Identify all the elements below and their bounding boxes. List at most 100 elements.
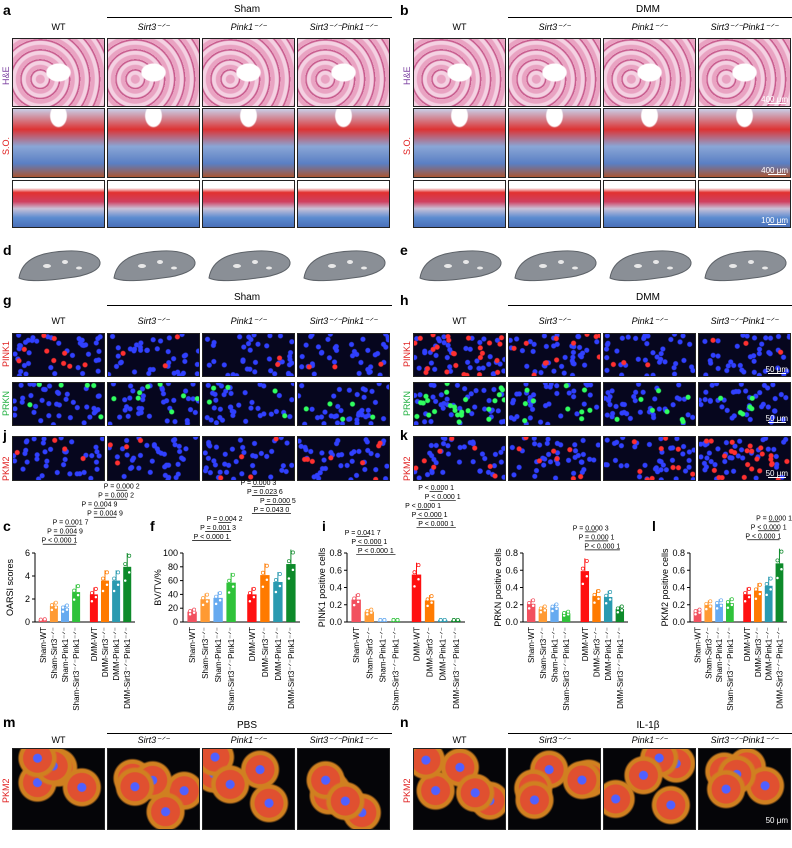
x-tick-label: Sham-WT: [188, 627, 197, 663]
x-tick-label: DMM-Sirt3⁻ᐟ⁻Pink1⁻ᐟ⁻: [616, 627, 625, 709]
y-tick-label: 60: [168, 576, 178, 586]
p-value-label: P < 0.000 1: [358, 548, 394, 555]
x-tick-label: Sham-Pink1⁻ᐟ⁻: [61, 627, 70, 682]
x-tick-label: DMM-WT: [248, 627, 257, 661]
data-point: [278, 584, 281, 587]
x-tick-label: DMM-WT: [90, 627, 99, 661]
data-point: [232, 573, 235, 576]
p-value-label: P = 0.004 2: [207, 516, 243, 523]
data-point: [54, 606, 57, 609]
data-point: [694, 613, 697, 616]
bar: [260, 575, 269, 622]
data-point: [94, 596, 97, 599]
data-point: [744, 600, 747, 603]
data-point: [726, 606, 729, 609]
x-tick-label: Sham-Sirt3⁻ᐟ⁻: [201, 627, 210, 679]
data-point: [383, 618, 386, 621]
data-point: [265, 564, 268, 567]
data-point: [758, 583, 761, 586]
data-point: [215, 602, 218, 605]
data-point: [90, 600, 93, 603]
data-point: [248, 591, 251, 594]
data-point: [128, 571, 131, 574]
data-point: [620, 605, 623, 608]
data-point: [287, 577, 290, 580]
p-value-label: P < 0.000 1: [745, 533, 781, 540]
data-point: [730, 598, 733, 601]
y-tick-label: 0: [173, 617, 178, 627]
data-point: [581, 582, 584, 585]
data-point: [705, 602, 708, 605]
y-tick-label: 0.6: [329, 565, 342, 575]
data-point: [265, 578, 268, 581]
data-point: [50, 608, 53, 611]
p-value-label: P = 0.000 1: [756, 515, 792, 522]
data-point: [730, 603, 733, 606]
p-value-label: P = 0.000 1: [579, 534, 615, 541]
data-point: [228, 591, 231, 594]
data-point: [417, 563, 420, 566]
x-tick-label: Sham-Pink1⁻ᐟ⁻: [214, 627, 223, 682]
y-tick-label: 0.6: [672, 565, 685, 575]
p-value-label: P < 0.000 1: [751, 524, 787, 531]
y-tick-label: 20: [168, 603, 178, 613]
p-value-label: P = 0.001 7: [53, 520, 89, 527]
p-value-label: P < 0.000 1: [425, 494, 461, 501]
data-point: [128, 554, 131, 557]
data-point: [539, 611, 542, 614]
data-point: [189, 610, 192, 613]
p-value-label: P < 0.000 1: [405, 503, 441, 510]
data-point: [698, 608, 701, 611]
p-value-label: P = 0.004 9: [82, 502, 118, 509]
data-point: [593, 601, 596, 604]
data-point: [430, 601, 433, 604]
data-point: [366, 613, 369, 616]
data-point: [392, 618, 395, 621]
data-point: [528, 601, 531, 604]
data-point: [117, 583, 120, 586]
data-point: [261, 571, 264, 574]
x-tick-label: DMM-Sirt3⁻ᐟ⁻Pink1⁻ᐟ⁻: [775, 627, 784, 709]
x-tick-label: Sham-Sirt3⁻ᐟ⁻Pink1⁻ᐟ⁻: [72, 627, 81, 711]
y-tick-label: 6: [25, 548, 30, 558]
data-point: [370, 608, 373, 611]
p-value-label: P = 0.000 3: [240, 480, 276, 487]
data-point: [113, 577, 116, 580]
x-tick-label: Sham-Sirt3⁻ᐟ⁻Pink1⁻ᐟ⁻: [227, 627, 236, 711]
y-tick-label: 0.4: [505, 583, 518, 593]
y-axis-label: PKM2 positive cells: [660, 548, 670, 627]
y-tick-label: 40: [168, 589, 178, 599]
data-point: [765, 593, 768, 596]
x-tick-label: Sham-WT: [694, 627, 703, 663]
x-tick-label: DMM-Sirt3⁻ᐟ⁻: [261, 627, 270, 677]
x-tick-label: Sham-WT: [527, 627, 536, 663]
data-point: [232, 585, 235, 588]
x-tick-label: DMM-WT: [412, 627, 421, 661]
data-point: [694, 610, 697, 613]
p-value-label: P < 0.000 1: [351, 539, 387, 546]
x-tick-label: Sham-Pink1⁻ᐟ⁻: [551, 627, 560, 682]
bar: [112, 581, 120, 622]
data-point: [528, 607, 531, 610]
p-value-label: P < 0.000 1: [418, 521, 454, 528]
data-point: [776, 576, 779, 579]
data-point: [543, 609, 546, 612]
p-value-label: P < 0.000 1: [584, 543, 620, 550]
data-point: [291, 551, 294, 554]
p-value-label: P < 0.000 1: [418, 485, 454, 492]
bar: [776, 563, 784, 622]
data-point: [219, 591, 222, 594]
p-value-label: P = 0.000 5: [260, 498, 296, 505]
data-point: [261, 585, 264, 588]
p-value-label: P = 0.023 6: [247, 489, 283, 496]
x-tick-label: Sham-WT: [39, 627, 48, 663]
data-point: [780, 568, 783, 571]
data-point: [65, 608, 68, 611]
data-point: [252, 596, 255, 599]
p-value-label: P < 0.000 1: [42, 538, 78, 545]
data-point: [765, 582, 768, 585]
data-point: [252, 587, 255, 590]
data-point: [353, 597, 356, 600]
p-value-label: P = 0.000 2: [104, 484, 140, 491]
